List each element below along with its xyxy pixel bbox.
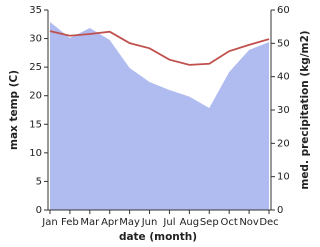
- x-tick-label: Sep: [200, 217, 219, 228]
- y2-tick-label: 60: [277, 5, 290, 16]
- x-tick-label: Feb: [61, 217, 79, 228]
- y2-tick-label: 50: [277, 38, 290, 49]
- y-tick-label: 30: [29, 34, 42, 45]
- y-tick-label: 20: [29, 91, 42, 102]
- x-tick-label: Nov: [239, 217, 259, 228]
- x-tick-label: Aug: [180, 217, 200, 228]
- y-tick-label: 5: [36, 176, 42, 187]
- x-axis-label: date (month): [119, 231, 197, 243]
- y-tick-label: 15: [29, 119, 42, 130]
- x-tick-label: Mar: [80, 217, 100, 228]
- y2-tick-label: 30: [277, 105, 290, 116]
- x-tick-label: Oct: [221, 217, 238, 228]
- y2-tick-label: 40: [277, 72, 290, 83]
- y2-tick-label: 20: [277, 138, 290, 149]
- x-tick-label: Jul: [162, 217, 175, 228]
- y-tick-label: 10: [29, 148, 42, 159]
- y2-axis-label: med. precipitation (kg/m2): [299, 30, 311, 189]
- temperature-line: [49, 30, 270, 66]
- y-tick-label: 0: [36, 205, 42, 216]
- y-tick-label: 35: [29, 5, 42, 16]
- precipitation-area: [50, 22, 269, 210]
- y2-tick-label: 0: [277, 205, 283, 216]
- x-tick-label: Jun: [141, 217, 158, 228]
- x-tick-label: May: [119, 217, 140, 228]
- x-tick-label: Jan: [41, 217, 57, 228]
- y-axis-label: max temp (C): [8, 70, 20, 150]
- x-tick-label: Apr: [101, 217, 119, 228]
- y2-tick-label: 10: [277, 172, 290, 183]
- y-tick-label: 25: [29, 62, 42, 73]
- x-tick-label: Dec: [259, 217, 278, 228]
